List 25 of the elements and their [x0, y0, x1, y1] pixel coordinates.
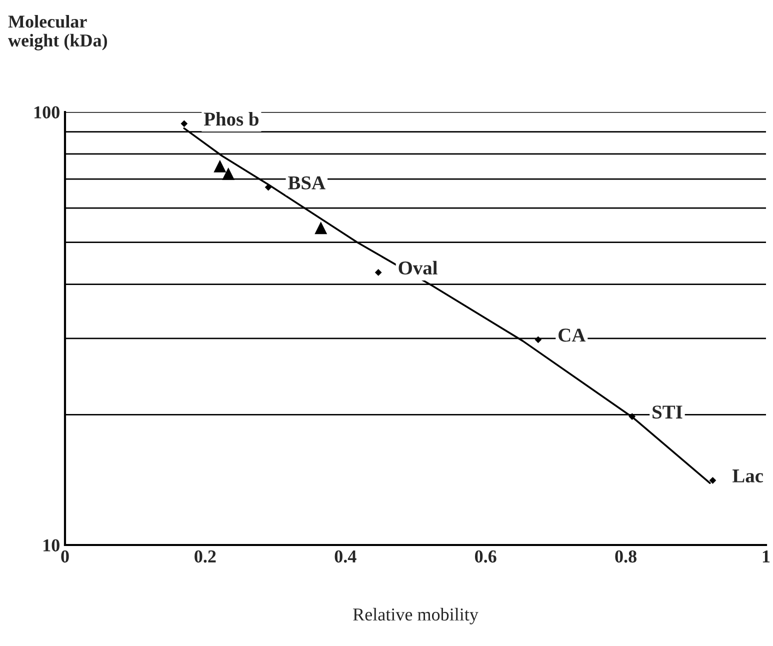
point: [709, 476, 716, 484]
x-tick-label: 0.4: [334, 550, 356, 563]
annotation: Phos b: [204, 112, 258, 126]
x-tick-label: 0: [61, 550, 69, 563]
x-tick-label: 0.2: [194, 550, 216, 563]
point: [628, 413, 636, 420]
point: [374, 269, 382, 276]
annotation: CA: [558, 328, 586, 342]
annotation: STI: [652, 406, 682, 419]
point: [264, 184, 272, 191]
y-tick-label: 10: [44, 539, 60, 552]
point: [180, 120, 188, 128]
point: [534, 336, 542, 344]
x-tick-label: 0.8: [615, 550, 636, 563]
x-tick-label: 0.6: [475, 550, 496, 563]
annotation: Oval: [398, 260, 438, 275]
y-axis-title: Molecular weight (kDa): [8, 15, 108, 50]
annotation: Lac: [732, 470, 764, 482]
y-tick-label: 100: [34, 106, 60, 118]
point: [314, 222, 328, 234]
point: [222, 168, 235, 180]
point: [214, 160, 226, 172]
annotation: BSA: [288, 176, 326, 190]
x-axis-title: Relative mobility: [353, 608, 478, 624]
x-tick-label: 1: [762, 550, 770, 562]
